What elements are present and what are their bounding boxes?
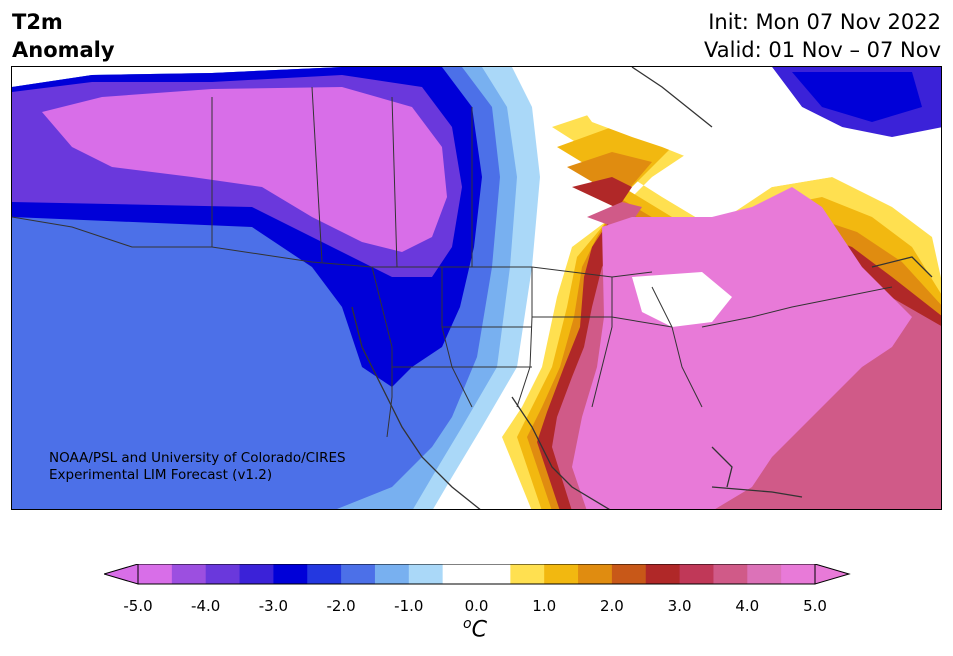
lake-cluster (632, 272, 732, 327)
colorbar-box (679, 564, 714, 584)
map-canvas (12, 67, 941, 509)
colorbar-tick-label: -3.0 (258, 597, 289, 615)
units-base: C (471, 617, 487, 643)
colorbar-box (476, 564, 511, 584)
colorbar-box (273, 564, 308, 584)
colorbar-outline (137, 564, 816, 585)
colorbar-box (205, 564, 241, 584)
title-line-2: Anomaly (12, 38, 115, 62)
colorbar-box (510, 564, 545, 584)
colorbar-tick-label: -2.0 (326, 597, 356, 615)
colorbar-box (611, 564, 647, 584)
colorbar-box (171, 564, 207, 584)
colorbar-box (578, 564, 613, 584)
colorbar-box (781, 564, 816, 584)
colorbar-box (442, 564, 477, 584)
colorbar-tick-label: -1.0 (394, 597, 424, 615)
anomaly-map (11, 66, 942, 510)
colorbar-tick-label: 5.0 (803, 597, 827, 615)
colorbar-tick-label: 2.0 (599, 597, 624, 615)
colorbar-box (544, 564, 579, 584)
colorbar-tick-label: 3.0 (667, 597, 692, 615)
colorbar (104, 564, 851, 585)
colorbar-box (374, 564, 410, 584)
colorbar-boxes (138, 564, 816, 584)
map-title: T2m Anomaly (12, 8, 115, 64)
colorbar-under-arrow (104, 564, 139, 585)
colorbar-tick-label: 4.0 (735, 597, 760, 615)
colorbar-box (747, 564, 782, 584)
init-date: Init: Mon 07 Nov 2022 (708, 10, 941, 34)
colorbar-box (239, 564, 274, 584)
credit-line-2: Experimental LIM Forecast (v1.2) (49, 467, 273, 483)
colorbar-box (645, 564, 681, 584)
init-valid-info: Init: Mon 07 Nov 2022 Valid: 01 Nov – 07… (704, 8, 941, 64)
title-line-1: T2m (12, 10, 63, 34)
coastline (351, 67, 933, 509)
units-label: oC (463, 616, 487, 642)
colorbar-box (138, 564, 173, 584)
colorbar-box (408, 564, 444, 584)
cold-northeast-core (792, 72, 922, 122)
warm-layer-extreme (572, 187, 912, 509)
units-degree: o (463, 616, 472, 632)
colorbar-tick-label: -5.0 (123, 597, 153, 615)
colorbar-box (341, 564, 376, 584)
colorbar-box (307, 564, 342, 584)
credit-line-1: NOAA/PSL and University of Colorado/CIRE… (49, 450, 346, 466)
colorbar-tick-label: 1.0 (532, 597, 557, 615)
cold-layer-extreme (42, 87, 447, 252)
border-lines (12, 86, 893, 438)
valid-range: Valid: 01 Nov – 07 Nov (704, 38, 941, 62)
colorbar-box (713, 564, 748, 584)
colorbar-over-arrow (814, 564, 851, 585)
colorbar-tick-label: -4.0 (191, 597, 221, 615)
colorbar-tick-label: 0.0 (464, 597, 489, 615)
credit-text: NOAA/PSL and University of Colorado/CIRE… (49, 450, 346, 484)
